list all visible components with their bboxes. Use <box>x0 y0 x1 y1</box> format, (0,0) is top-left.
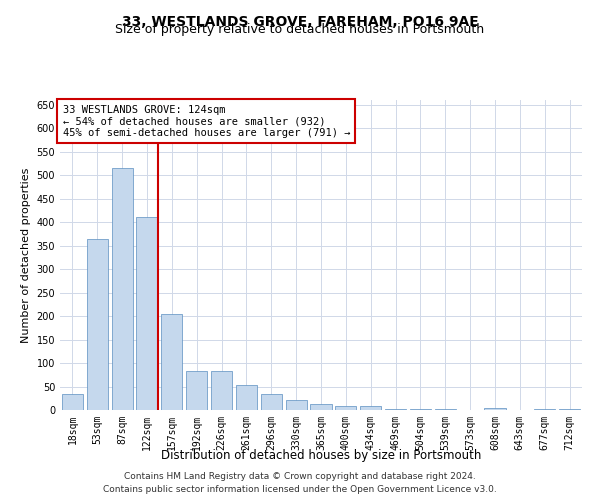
Bar <box>236 385 257 410</box>
Bar <box>261 394 282 410</box>
Text: 33, WESTLANDS GROVE, FAREHAM, PO16 9AE: 33, WESTLANDS GROVE, FAREHAM, PO16 9AE <box>122 15 478 29</box>
Bar <box>62 394 83 410</box>
Bar <box>435 408 456 410</box>
Bar <box>534 408 555 410</box>
Bar <box>186 372 207 410</box>
Bar <box>410 408 431 410</box>
Text: Contains HM Land Registry data © Crown copyright and database right 2024.: Contains HM Land Registry data © Crown c… <box>124 472 476 481</box>
Bar <box>161 314 182 410</box>
Bar <box>385 408 406 410</box>
Text: Contains public sector information licensed under the Open Government Licence v3: Contains public sector information licen… <box>103 484 497 494</box>
Text: Distribution of detached houses by size in Portsmouth: Distribution of detached houses by size … <box>161 448 481 462</box>
Bar <box>335 406 356 410</box>
Bar <box>112 168 133 410</box>
Text: Size of property relative to detached houses in Portsmouth: Size of property relative to detached ho… <box>115 22 485 36</box>
Bar <box>559 408 580 410</box>
Y-axis label: Number of detached properties: Number of detached properties <box>21 168 31 342</box>
Text: 33 WESTLANDS GROVE: 124sqm
← 54% of detached houses are smaller (932)
45% of sem: 33 WESTLANDS GROVE: 124sqm ← 54% of deta… <box>62 104 350 138</box>
Bar <box>360 406 381 410</box>
Bar <box>310 404 332 410</box>
Bar <box>87 238 108 410</box>
Bar <box>211 372 232 410</box>
Bar <box>484 408 506 410</box>
Bar <box>286 400 307 410</box>
Bar <box>136 218 158 410</box>
